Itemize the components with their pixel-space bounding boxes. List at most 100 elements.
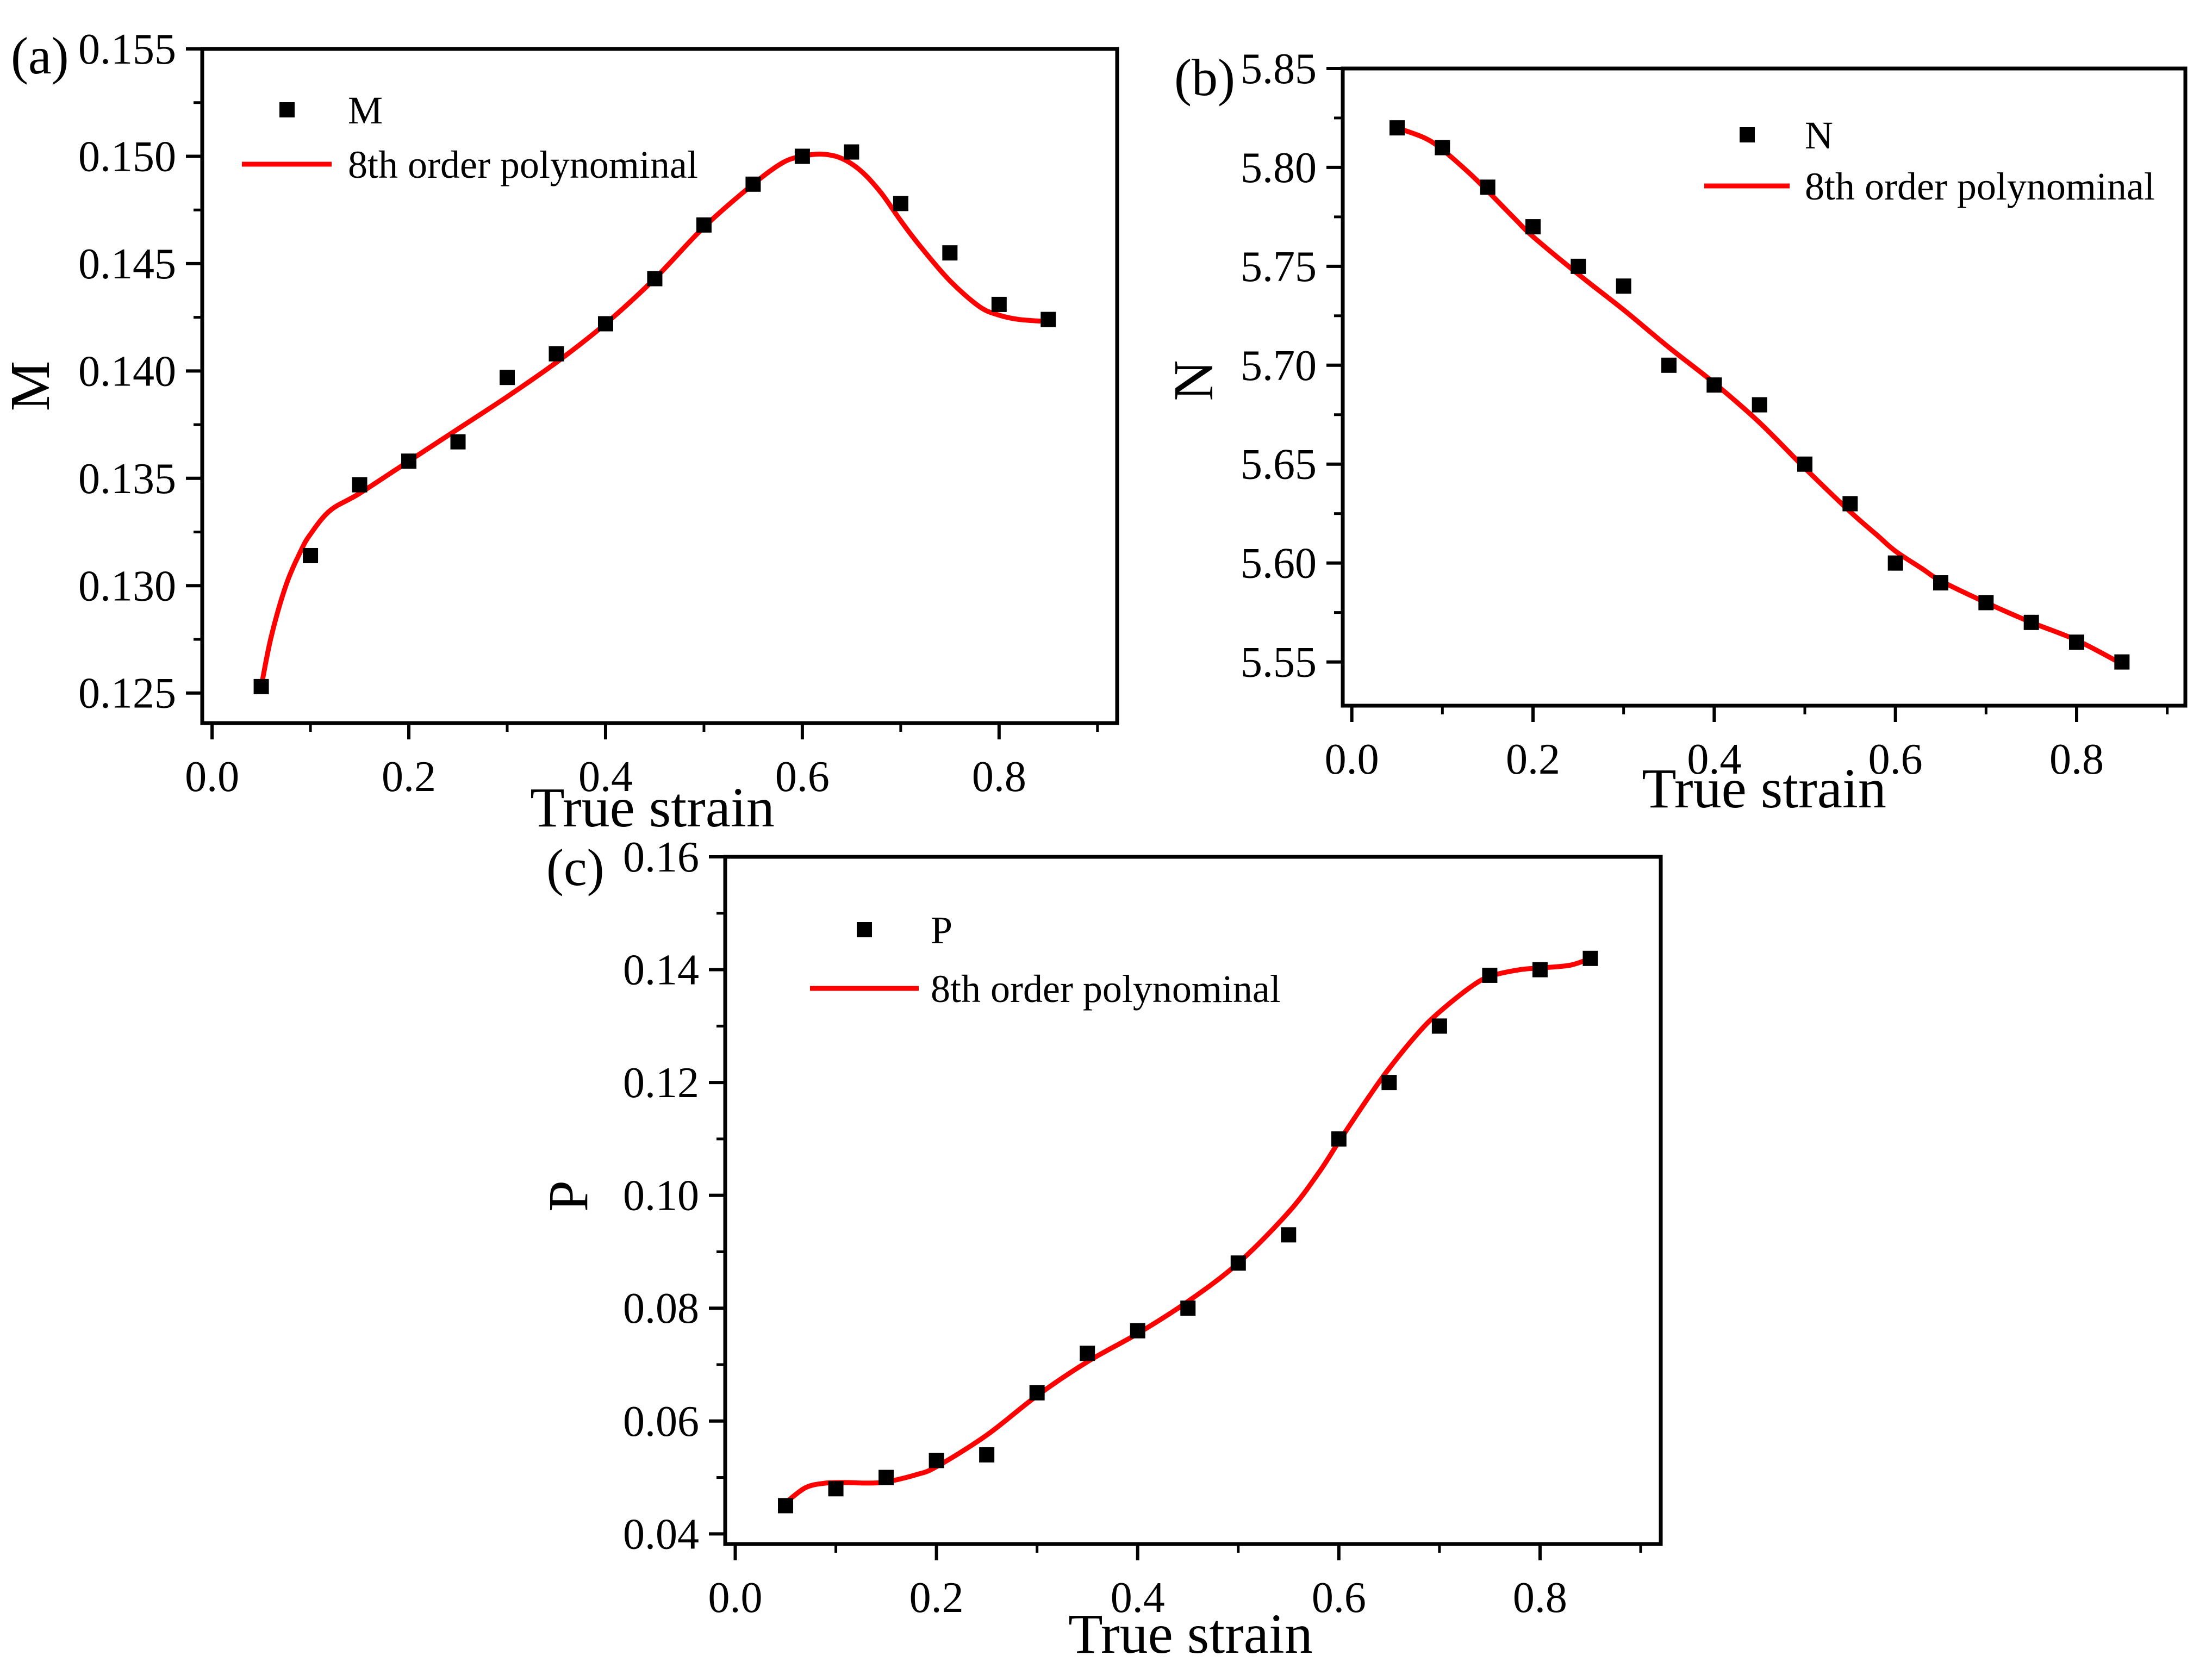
y-tick-label: 5.60 — [1241, 540, 1317, 588]
data-point — [1431, 1018, 1447, 1034]
chart-panel: 0.0 0.2 0.4 0.6 0.8 0.125 0.130 0.135 0.140 0.145… — [0, 26, 1119, 839]
legend-marker — [857, 922, 872, 937]
x-tick-label: 0.2 — [909, 1574, 964, 1622]
data-point — [1389, 120, 1405, 136]
chart-panel: 0.0 0.2 0.4 0.6 0.8 0.04 0.06 0.08 0.10 0.12 0.14 0… — [537, 833, 1663, 1662]
x-tick-label: 0.8 — [972, 753, 1026, 801]
x-tick-label: 0.4 — [1111, 1574, 1165, 1622]
data-point — [1435, 140, 1450, 155]
data-point — [1661, 357, 1677, 373]
data-point — [500, 370, 515, 385]
data-point — [1887, 555, 1903, 571]
data-point — [2069, 634, 2084, 650]
data-point — [1331, 1131, 1347, 1147]
data-point — [794, 148, 810, 164]
y-tick-label: 5.70 — [1241, 342, 1317, 390]
legend-label-markers: M — [348, 89, 383, 132]
y-axis-title: M — [0, 361, 61, 411]
y-tick-label: 5.65 — [1241, 441, 1317, 489]
data-point — [1582, 950, 1598, 966]
legend-label-markers: N — [1805, 114, 1833, 157]
data-point — [1381, 1075, 1397, 1091]
panel-label: (a) — [11, 27, 69, 85]
legend-marker — [1740, 127, 1755, 142]
data-point — [303, 547, 319, 563]
data-point — [1571, 258, 1586, 274]
data-point — [1752, 397, 1767, 413]
chart-panel: 0.0 0.2 0.4 0.6 0.8 5.55 5.60 5.65 5.70 5.75 5.80 5… — [1162, 45, 2188, 820]
data-point — [1130, 1323, 1145, 1339]
x-tick-label: 0.6 — [775, 753, 830, 801]
x-tick-label: 0.0 — [1325, 736, 1379, 783]
x-tick-label: 0.4 — [578, 753, 633, 801]
x-tick-label: 0.6 — [1312, 1574, 1366, 1622]
legend-marker — [279, 102, 295, 117]
data-point — [979, 1447, 995, 1463]
data-point — [844, 144, 859, 160]
y-tick-label: 0.12 — [623, 1059, 699, 1107]
data-point — [1933, 575, 1948, 591]
y-tick-label: 0.130 — [78, 562, 176, 610]
data-point — [1525, 219, 1541, 235]
y-tick-label: 0.155 — [78, 26, 176, 73]
panel-label: (b) — [1174, 48, 1235, 107]
x-axis-title: True strain — [1068, 1603, 1313, 1662]
data-point — [1706, 377, 1722, 393]
data-point — [549, 346, 564, 362]
data-point — [929, 1453, 944, 1468]
data-point — [1080, 1346, 1095, 1361]
y-tick-label: 0.04 — [623, 1510, 699, 1558]
y-tick-label: 0.145 — [78, 240, 176, 288]
x-tick-label: 0.2 — [1506, 736, 1560, 783]
data-point — [1616, 278, 1631, 294]
data-point — [1532, 962, 1548, 978]
panel-label: (c) — [546, 838, 605, 897]
data-point — [745, 176, 761, 192]
data-point — [1180, 1300, 1196, 1316]
fit-curve — [1396, 125, 2123, 667]
y-tick-label: 5.75 — [1241, 243, 1317, 291]
data-point — [597, 316, 613, 332]
data-point — [942, 245, 958, 261]
data-point — [1978, 595, 1994, 611]
x-axis-title: True strain — [1642, 757, 1886, 820]
data-point — [828, 1481, 844, 1497]
data-point — [401, 453, 417, 469]
y-tick-label: 0.140 — [78, 347, 176, 395]
data-point — [1230, 1255, 1246, 1271]
y-tick-label: 0.16 — [623, 833, 699, 881]
data-point — [1040, 312, 1056, 327]
data-point — [253, 679, 269, 694]
y-tick-label: 0.150 — [78, 133, 176, 180]
fit-curve — [259, 151, 1049, 687]
data-point — [2114, 654, 2130, 670]
x-tick-label: 0.0 — [185, 753, 239, 801]
data-point — [1482, 967, 1498, 983]
y-tick-label: 5.85 — [1241, 45, 1317, 93]
x-tick-label: 0.2 — [382, 753, 436, 801]
data-point — [647, 271, 663, 287]
data-point — [2023, 614, 2039, 630]
data-point — [1029, 1385, 1045, 1400]
y-tick-label: 0.08 — [623, 1285, 699, 1333]
data-point — [991, 296, 1007, 312]
x-tick-label: 0.4 — [1687, 736, 1741, 783]
y-tick-label: 5.55 — [1241, 639, 1317, 687]
plot-frame — [723, 855, 1663, 1546]
data-point — [1797, 456, 1812, 472]
x-axis-title: True strain — [530, 776, 775, 839]
plot-frame — [1341, 66, 2188, 708]
data-point — [450, 434, 466, 450]
fit-curve — [784, 956, 1592, 1505]
data-point — [878, 1470, 894, 1485]
data-point — [352, 477, 367, 493]
x-tick-label: 0.0 — [708, 1574, 763, 1622]
y-axis-title: N — [1162, 360, 1225, 401]
x-tick-label: 0.6 — [1868, 736, 1923, 783]
y-tick-label: 0.10 — [623, 1172, 699, 1220]
plot-frame — [200, 47, 1119, 725]
y-tick-label: 0.125 — [78, 670, 176, 718]
data-point — [696, 217, 712, 233]
y-tick-label: 0.06 — [623, 1398, 699, 1446]
legend-label-markers: P — [931, 908, 952, 952]
